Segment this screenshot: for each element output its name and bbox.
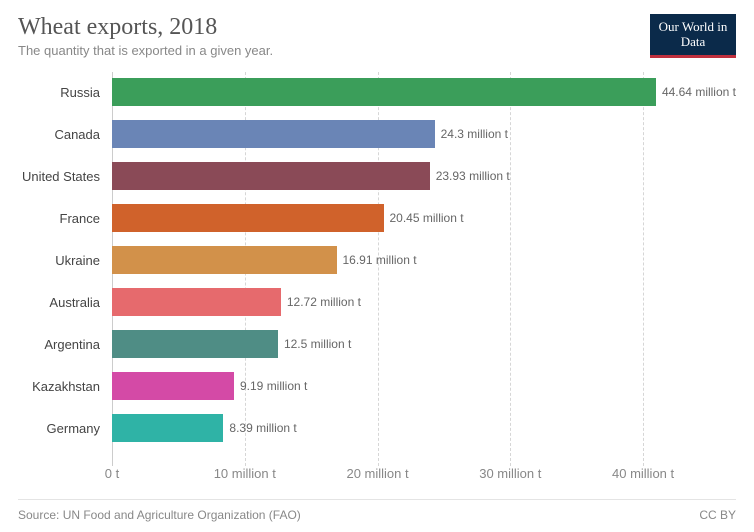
y-category-label: France — [12, 211, 106, 226]
chart-area: Russia44.64 million t Canada24.3 million … — [18, 72, 736, 484]
bar-row: France20.45 million t — [112, 204, 736, 232]
bar — [112, 414, 223, 442]
source-text: Source: UN Food and Agriculture Organiza… — [18, 508, 301, 522]
bar — [112, 204, 384, 232]
bar-value-label: 20.45 million t — [390, 211, 464, 225]
owid-logo: Our World in Data — [650, 14, 736, 58]
bar-row: Australia12.72 million t — [112, 288, 736, 316]
bar-value-label: 12.5 million t — [284, 337, 351, 351]
bar — [112, 78, 656, 106]
x-axis: 0 t10 million t20 million t30 million t4… — [112, 460, 736, 484]
bar-row: United States23.93 million t — [112, 162, 736, 190]
bar — [112, 330, 278, 358]
license-text: CC BY — [699, 508, 736, 522]
plot-area: Russia44.64 million t Canada24.3 million … — [112, 72, 736, 460]
x-tick-label: 20 million t — [346, 466, 408, 481]
y-category-label: Australia — [12, 295, 106, 310]
bar — [112, 246, 337, 274]
x-tick-label: 0 t — [105, 466, 119, 481]
y-category-label: Kazakhstan — [12, 379, 106, 394]
bar-value-label: 44.64 million t — [662, 85, 736, 99]
chart-title: Wheat exports, 2018 — [18, 14, 736, 41]
bar — [112, 162, 430, 190]
logo-text: Our World in Data — [650, 20, 736, 50]
bar-row: Kazakhstan9.19 million t — [112, 372, 736, 400]
y-category-label: Argentina — [12, 337, 106, 352]
y-category-label: United States — [12, 169, 106, 184]
bar-row: Ukraine16.91 million t — [112, 246, 736, 274]
x-tick-label: 40 million t — [612, 466, 674, 481]
y-category-label: Canada — [12, 127, 106, 142]
bar-row: Argentina12.5 million t — [112, 330, 736, 358]
y-category-label: Ukraine — [12, 253, 106, 268]
bar — [112, 288, 281, 316]
chart-container: Wheat exports, 2018 The quantity that is… — [0, 0, 754, 532]
x-tick-label: 10 million t — [214, 466, 276, 481]
y-category-label: Russia — [12, 85, 106, 100]
chart-subtitle: The quantity that is exported in a given… — [18, 43, 736, 58]
bar-value-label: 9.19 million t — [240, 379, 307, 393]
x-tick-label: 30 million t — [479, 466, 541, 481]
bar — [112, 120, 435, 148]
y-category-label: Germany — [12, 421, 106, 436]
bar — [112, 372, 234, 400]
bar-row: Canada24.3 million t — [112, 120, 736, 148]
bar-value-label: 12.72 million t — [287, 295, 361, 309]
bar-value-label: 16.91 million t — [343, 253, 417, 267]
header: Wheat exports, 2018 The quantity that is… — [18, 14, 736, 58]
bar-row: Russia44.64 million t — [112, 78, 736, 106]
footer: Source: UN Food and Agriculture Organiza… — [18, 499, 736, 522]
bar-value-label: 23.93 million t — [436, 169, 510, 183]
bar-row: Germany8.39 million t — [112, 414, 736, 442]
bar-value-label: 8.39 million t — [229, 421, 296, 435]
bar-value-label: 24.3 million t — [441, 127, 508, 141]
